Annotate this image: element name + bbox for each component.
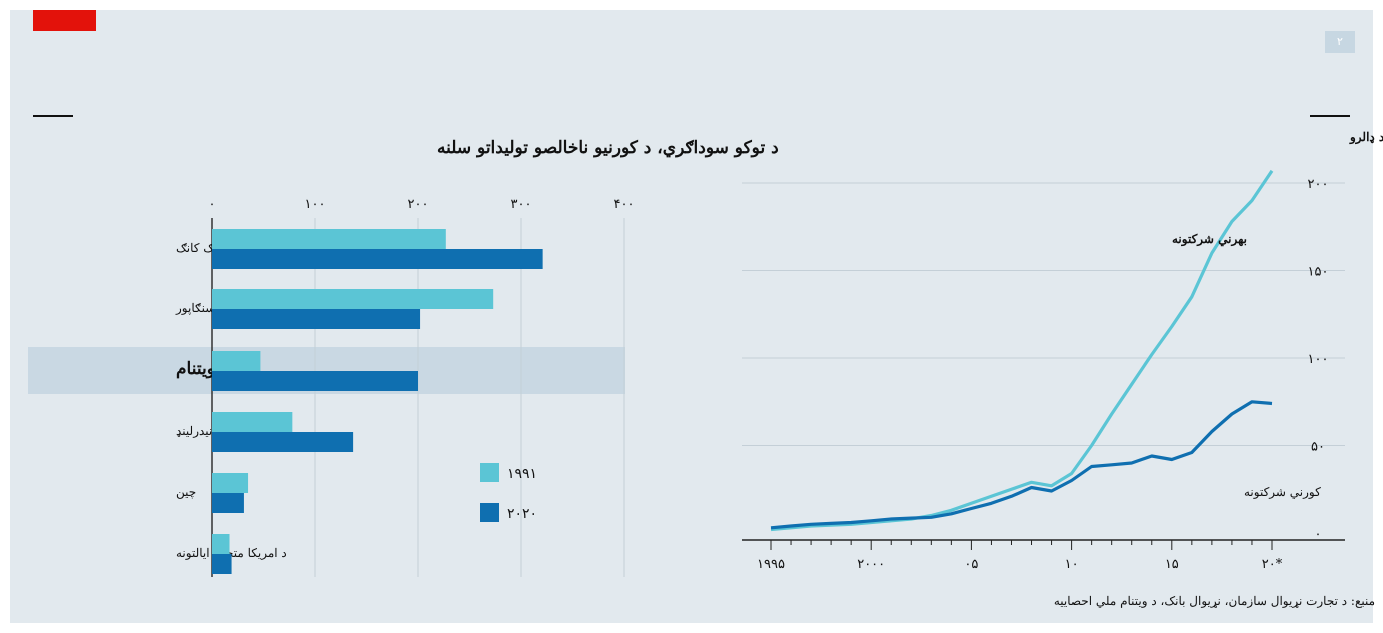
source-note: منبع: د تجارت نړیوال سازمان، نړیوال بانک…: [1053, 594, 1375, 608]
y-tick-label: ۱۰۰: [1308, 352, 1329, 367]
x-tick-label: ۱۹۹۵: [757, 557, 785, 572]
legend-label-1991: ۱۹۹۱: [507, 466, 537, 482]
bar-1991: [212, 289, 494, 309]
legend-label-2020: ۲۰۲۰: [507, 506, 537, 522]
legend-swatch-1991: [480, 463, 499, 482]
bar-2020: [212, 493, 244, 513]
bar-chart-title: د توکو سوداګري، د کورنیو ناخالصو تولیدات…: [437, 138, 779, 158]
x-tick-label: ۱۵: [1165, 557, 1179, 572]
category-label: د امریکا متحده ایالتونه: [176, 546, 287, 560]
domestic-firms-line: [770, 400, 1273, 530]
y-tick-label: ۱۵۰: [1308, 265, 1329, 280]
bar-tick-label: ۱۰۰: [305, 197, 326, 212]
x-tick-label: ۱۰: [1065, 557, 1079, 572]
bar-2020: [212, 309, 421, 329]
brand-tag: [33, 10, 96, 31]
y-tick-label: ۲۰۰: [1308, 177, 1329, 192]
line-chart-title: ویتنام، د توکو صادرات، په میلیارد ډالرو: [1349, 130, 1383, 145]
x-tick-label: ۲۰۰۰: [857, 557, 885, 572]
bar-2020: [212, 554, 232, 574]
bar-tick-label: ۲۰۰: [408, 197, 429, 212]
legend-swatch-2020: [480, 503, 499, 522]
bar-2020: [212, 249, 543, 269]
bar-1991: [212, 473, 249, 493]
bar-2020: [212, 371, 418, 391]
bar-1991: [212, 412, 293, 432]
bar-1991: [212, 229, 446, 249]
category-label: سنګاپور: [175, 301, 215, 315]
category-label: چین: [176, 485, 196, 499]
bar-1991: [212, 534, 230, 554]
y-tick-label: ۵۰: [1311, 440, 1325, 455]
x-tick-label: ۲۰*: [1262, 557, 1283, 572]
bar-tick-label: ۰: [209, 197, 216, 212]
bar-tick-label: ۳۰۰: [511, 197, 532, 212]
series-label-foreign: بهرني شرکتونه: [1172, 232, 1247, 247]
x-tick-label: ۰۵: [964, 557, 978, 572]
page-number: ۲: [1325, 31, 1355, 53]
category-label: ویتنام: [176, 359, 215, 379]
bar-2020: [212, 432, 354, 452]
foreign-firms-line: [770, 169, 1274, 532]
bar-1991: [212, 351, 261, 371]
y-tick-label: ۰: [1315, 527, 1322, 542]
series-label-domestic: کورني شرکتونه: [1244, 485, 1321, 499]
bar-tick-label: ۴۰۰: [614, 197, 635, 212]
category-label: نیدرلینډ: [176, 424, 212, 438]
